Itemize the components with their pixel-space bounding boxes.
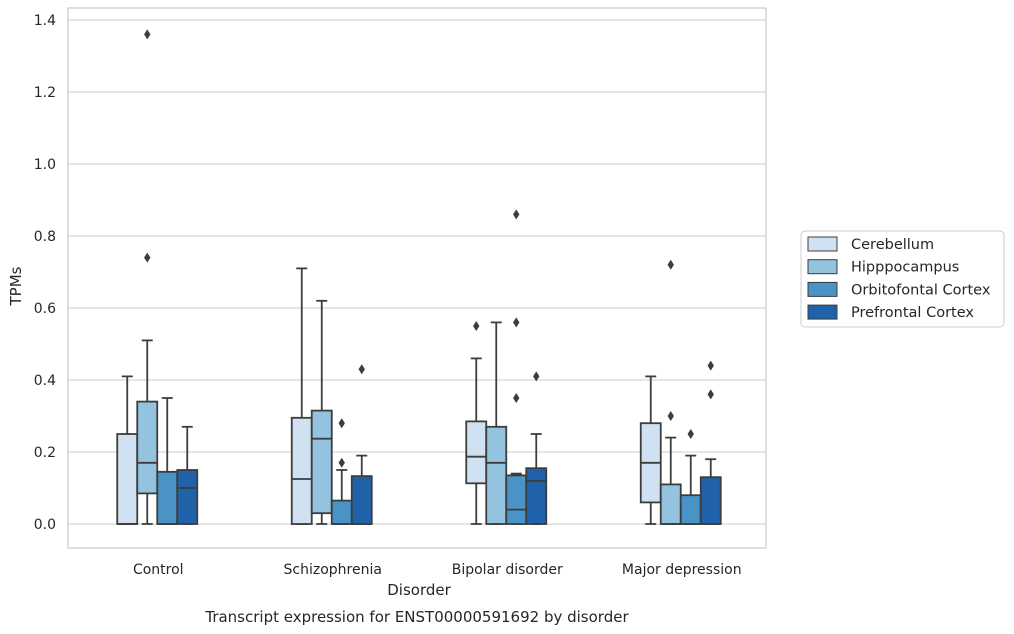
box-body (156, 470, 179, 525)
box-prefrontal-cortex (525, 371, 548, 525)
box-cerebellum (639, 375, 662, 525)
legend-label: Cerebellum (851, 237, 934, 253)
legend-label: Prefrontal Cortex (851, 305, 974, 321)
box-hipppocampus (136, 29, 159, 525)
box-cerebellum (465, 321, 488, 525)
y-tick-label: 1.4 (34, 13, 56, 29)
plot-frame (67, 7, 767, 549)
y-tick-label: 0.4 (34, 373, 56, 389)
outlier-marker (513, 209, 520, 220)
box-cerebellum (290, 267, 313, 525)
box-body (505, 474, 528, 525)
outlier-marker (144, 29, 151, 40)
legend-label: Orbitofontal Cortex (851, 282, 991, 298)
box-body (290, 416, 313, 525)
gridlines (68, 19, 766, 525)
outlier-marker (513, 393, 520, 403)
x-tick-label: Bipolar disorder (452, 562, 563, 578)
box-hipppocampus (659, 259, 682, 525)
box-orbitofontal-cortex (679, 429, 702, 525)
box-body (659, 483, 682, 525)
outlier-marker (707, 389, 714, 400)
box-prefrontal-cortex (350, 364, 373, 525)
x-axis-label: Disorder (387, 581, 451, 599)
box-body (485, 425, 508, 525)
legend-swatch (807, 259, 838, 275)
outlier-marker (533, 371, 540, 382)
y-tick-label: 0.6 (34, 301, 56, 317)
outlier-marker (667, 259, 674, 270)
box-body (310, 409, 333, 515)
box-orbitofontal-cortex (330, 418, 353, 525)
outlier-marker (513, 317, 520, 328)
box-prefrontal-cortex (699, 360, 722, 525)
box-orbitofontal-cortex (156, 397, 179, 525)
outlier-marker (358, 364, 365, 375)
box-body (679, 494, 702, 525)
box-body (465, 420, 488, 485)
legend-swatch (807, 236, 838, 252)
outlier-marker (144, 252, 151, 263)
y-tick-label: 0.0 (34, 517, 56, 533)
y-tick-label: 0.2 (34, 445, 56, 461)
box-body (330, 499, 353, 525)
outlier-marker (687, 429, 694, 439)
legend-swatch (807, 304, 838, 320)
legend-label: Hipppocampus (851, 260, 959, 276)
y-axis-label: TPMs (7, 266, 25, 306)
outlier-marker (338, 457, 345, 468)
box-body (350, 475, 373, 525)
outlier-marker (707, 360, 714, 371)
x-tick-label: Major depression (622, 562, 742, 578)
box-body (525, 467, 548, 525)
outlier-marker (667, 411, 674, 421)
box-orbitofontal-cortex (505, 209, 528, 525)
box-hipppocampus (310, 299, 333, 525)
box-prefrontal-cortex (176, 425, 199, 525)
legend-box (800, 230, 1005, 328)
box-cerebellum (116, 375, 139, 525)
y-tick-label: 1.0 (34, 157, 56, 173)
box-body (699, 476, 722, 525)
box-body (116, 433, 139, 525)
box-hipppocampus (485, 321, 508, 525)
x-axis-ticks: Control Schizophrenia Bipolar disorder Majo… (133, 562, 742, 578)
outlier-marker (338, 418, 345, 429)
x-tick-label: Schizophrenia (284, 562, 382, 578)
outlier-marker (473, 321, 480, 331)
y-tick-label: 0.8 (34, 229, 56, 245)
box-body (136, 400, 159, 495)
box-body (176, 469, 199, 525)
legend: Cerebellum Hipppocampus Orbitofontal Corte… (800, 230, 1005, 328)
x-tick-label: Control (133, 562, 184, 578)
y-tick-label: 1.2 (34, 85, 56, 101)
box-series (116, 29, 722, 525)
chart-caption: Transcript expression for ENST0000059169… (204, 608, 629, 626)
legend-swatch (807, 281, 838, 297)
y-axis-ticks: 0.0 0.2 0.4 0.6 0.8 1.0 1.2 1.4 (34, 13, 56, 533)
